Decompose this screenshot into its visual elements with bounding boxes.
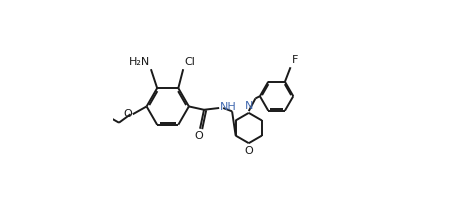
Text: H₂N: H₂N (128, 57, 150, 67)
Text: N: N (245, 101, 253, 111)
Text: O: O (123, 109, 132, 119)
Text: F: F (291, 56, 298, 65)
Text: NH: NH (220, 102, 237, 112)
Text: O: O (194, 131, 203, 141)
Text: O: O (244, 146, 253, 156)
Text: Cl: Cl (185, 57, 195, 67)
